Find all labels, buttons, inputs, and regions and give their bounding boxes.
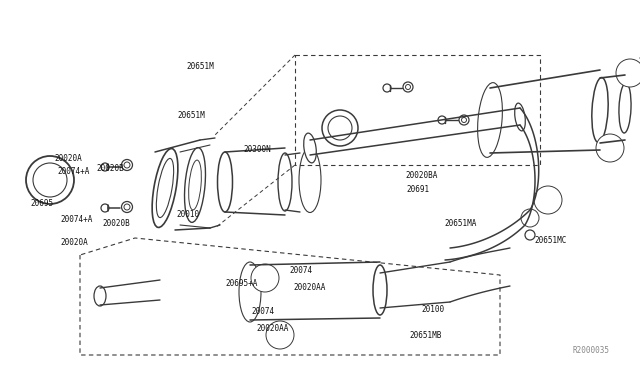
Text: 20691: 20691 xyxy=(406,185,429,194)
Circle shape xyxy=(534,186,562,214)
Text: 20651MC: 20651MC xyxy=(534,236,567,245)
Circle shape xyxy=(271,326,289,344)
Ellipse shape xyxy=(152,148,178,227)
Text: 20074: 20074 xyxy=(252,307,275,316)
Circle shape xyxy=(322,110,358,146)
Circle shape xyxy=(406,84,410,90)
Ellipse shape xyxy=(239,262,261,322)
Text: 20020AA: 20020AA xyxy=(256,324,289,333)
Circle shape xyxy=(601,139,619,157)
Ellipse shape xyxy=(218,152,232,212)
Text: 20651M: 20651M xyxy=(187,62,214,71)
Text: 20020A: 20020A xyxy=(61,238,88,247)
Circle shape xyxy=(539,191,557,209)
Text: R2000035: R2000035 xyxy=(573,346,610,355)
Circle shape xyxy=(101,163,109,171)
Text: 20695: 20695 xyxy=(31,199,54,208)
Ellipse shape xyxy=(278,153,292,211)
Text: 20100: 20100 xyxy=(421,305,444,314)
Text: 20020A: 20020A xyxy=(54,154,82,163)
Ellipse shape xyxy=(373,265,387,315)
Ellipse shape xyxy=(189,160,202,210)
Text: 20010: 20010 xyxy=(176,210,199,219)
Text: 20020B: 20020B xyxy=(96,164,124,173)
Circle shape xyxy=(521,209,539,227)
Circle shape xyxy=(33,163,67,197)
Text: 20651MB: 20651MB xyxy=(410,331,442,340)
Ellipse shape xyxy=(299,148,321,212)
Circle shape xyxy=(622,65,638,81)
Circle shape xyxy=(459,115,469,125)
Text: 20695+A: 20695+A xyxy=(226,279,259,288)
Text: 20651M: 20651M xyxy=(178,111,205,120)
Text: 20074: 20074 xyxy=(289,266,312,275)
Circle shape xyxy=(101,204,109,212)
Text: 20651MA: 20651MA xyxy=(445,219,477,228)
Ellipse shape xyxy=(156,158,173,218)
Circle shape xyxy=(122,160,132,170)
Text: 20300N: 20300N xyxy=(243,145,271,154)
Circle shape xyxy=(122,202,132,212)
Ellipse shape xyxy=(619,83,631,133)
Text: 20074+A: 20074+A xyxy=(58,167,90,176)
Ellipse shape xyxy=(515,103,525,131)
Circle shape xyxy=(616,59,640,87)
Text: 20020B: 20020B xyxy=(102,219,130,228)
Text: 20020AA: 20020AA xyxy=(293,283,326,292)
Circle shape xyxy=(438,116,446,124)
Ellipse shape xyxy=(302,153,318,208)
Ellipse shape xyxy=(184,148,205,222)
Circle shape xyxy=(251,264,279,292)
Ellipse shape xyxy=(242,266,258,318)
Text: 20074+A: 20074+A xyxy=(61,215,93,224)
Ellipse shape xyxy=(481,88,499,153)
Circle shape xyxy=(525,230,535,240)
Circle shape xyxy=(403,82,413,92)
Ellipse shape xyxy=(304,133,316,163)
Circle shape xyxy=(525,213,535,223)
Ellipse shape xyxy=(94,286,106,306)
Circle shape xyxy=(124,204,130,210)
Ellipse shape xyxy=(592,77,608,142)
Circle shape xyxy=(383,84,391,92)
Circle shape xyxy=(461,118,467,122)
Circle shape xyxy=(26,156,74,204)
Circle shape xyxy=(596,134,624,162)
Text: 20020BA: 20020BA xyxy=(405,171,438,180)
Circle shape xyxy=(256,269,274,287)
Circle shape xyxy=(328,116,352,140)
Ellipse shape xyxy=(477,83,502,157)
Circle shape xyxy=(124,162,130,168)
Circle shape xyxy=(266,321,294,349)
